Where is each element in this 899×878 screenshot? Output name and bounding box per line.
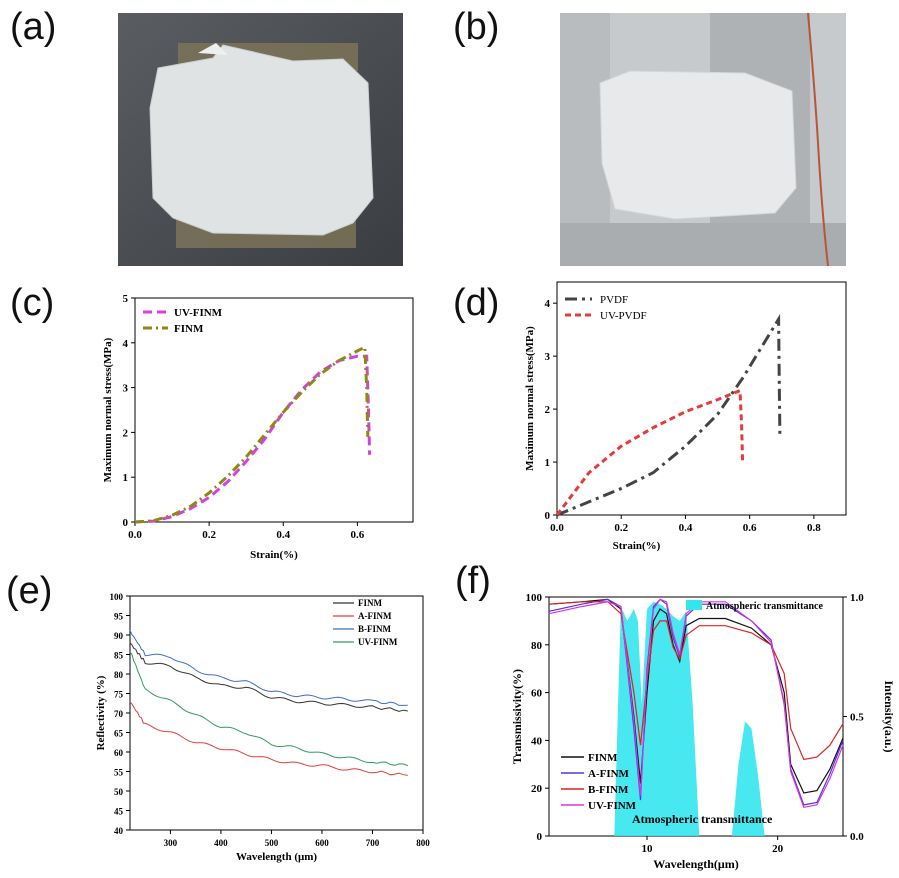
series-line-finm: [134, 344, 370, 524]
legend-label-b-finm: B-FINM: [588, 784, 629, 796]
x-tick-label-c: 0.2: [202, 529, 216, 541]
panel-label-e: (e): [6, 570, 53, 612]
y-tick-label-e: 100: [110, 592, 124, 602]
x-tick-label-c: 0.0: [128, 529, 142, 541]
panel-label-d: (d): [453, 282, 500, 324]
series-line-uv-pvdf: [555, 388, 745, 516]
x-tick-label-d: 0.8: [807, 522, 821, 534]
series-line-b-finm: [129, 630, 408, 706]
plot-frame-c: [134, 297, 414, 523]
series-line-pvdf: [556, 313, 782, 517]
y-tick-label-c: 0: [123, 517, 129, 529]
y-tick-label-e: 70: [114, 709, 124, 719]
y-tick-label-f: 60: [531, 688, 543, 700]
x-axis-label-c: Strain(%): [250, 549, 298, 561]
series-line-uv-finm: [548, 598, 844, 808]
atmospheric-transmittance-area: [614, 601, 765, 836]
y-tick-label-c: 5: [123, 293, 129, 305]
y-axis-label-d: Maximum normal stress(MPa): [524, 326, 536, 471]
x-tick-label-e: 400: [214, 838, 228, 848]
panel-label-a: (a): [10, 6, 57, 48]
legend-label-finm: FINM: [358, 598, 382, 608]
y-tick-label-e: 85: [114, 651, 124, 661]
legend-label-uv-finm: UV-FINM: [358, 637, 398, 647]
y-tick-label-e: 80: [114, 670, 124, 680]
x-tick-label-e: 600: [315, 838, 329, 848]
legend-label-a-finm: A-FINM: [358, 611, 392, 621]
y-tick-label-f: 100: [526, 592, 543, 604]
series-line-a-finm: [129, 701, 408, 776]
y-tick-label-e: 55: [114, 768, 124, 778]
atmospheric-transmittance-annotation: Atmospheric transmittance: [632, 812, 773, 826]
y-tick-label-f: 40: [531, 735, 543, 747]
y-tick-label-c: 1: [123, 472, 129, 484]
x-tick-label-d: 0.4: [679, 522, 693, 534]
y-tick-label-e: 65: [114, 729, 124, 739]
legend-label-uv-finm: UV-FINM: [174, 307, 223, 319]
x-tick-label-c: 0.4: [276, 529, 290, 541]
x-tick-label-f: 20: [772, 843, 784, 855]
y-tick-label-d: 2: [545, 404, 551, 416]
y-tick-label-e: 95: [114, 612, 124, 622]
y-tick-label-c: 4: [123, 338, 129, 350]
y-axis-label-e: Reflectivity (%): [95, 675, 107, 750]
y-axis-label-f: Transmissivity(%): [510, 669, 524, 764]
x-tick-label-d: 0.6: [743, 522, 757, 534]
series-line-uv-finm: [129, 651, 408, 767]
legend-label-b-finm: B-FINM: [358, 624, 391, 634]
y-tick-label-e: 40: [114, 826, 124, 836]
y-tick-label-c: 3: [123, 383, 129, 395]
y-tick-label-d: 4: [545, 298, 551, 310]
y-tick-label-d: 0: [545, 510, 551, 522]
photo-finm-membrane-dark: [118, 13, 403, 266]
y-tick-label-d: 1: [545, 457, 551, 469]
y-tick-label-e: 75: [114, 690, 124, 700]
y-tick-label-c: 2: [123, 427, 129, 439]
y-tick-label-e: 60: [114, 748, 124, 758]
panel-label-b: (b): [453, 6, 500, 48]
series-line-b-finm: [548, 601, 844, 761]
series-line-finm: [129, 642, 408, 712]
y-tick-label-e: 50: [114, 787, 124, 797]
x-tick-label-e: 800: [416, 838, 430, 848]
x-tick-label-d: 0.0: [550, 522, 564, 534]
legend-swatch-atmospheric: [686, 600, 702, 610]
x-axis-label-f: Wavelength(μm): [653, 857, 738, 871]
y2-tick-label-f: 1.0: [850, 592, 864, 604]
x-tick-label-c: 0.6: [351, 529, 365, 541]
legend-label-a-finm: A-FINM: [588, 768, 630, 780]
y2-tick-label-f: 0.0: [850, 831, 864, 843]
legend-label-pvdf: PVDF: [600, 294, 628, 306]
y-tick-label-f: 80: [531, 640, 543, 652]
y2-axis-label-f: Intensity(a.u.): [882, 680, 896, 752]
x-tick-label-e: 700: [366, 838, 380, 848]
y-tick-label-f: 0: [537, 831, 543, 843]
y-tick-label-d: 3: [545, 351, 551, 363]
y-tick-label-e: 45: [114, 807, 124, 817]
y-tick-label-f: 20: [531, 783, 543, 795]
series-line-uv-finm: [134, 354, 372, 524]
legend-label-atmospheric: Atmospheric transmittance: [706, 601, 823, 612]
legend-label-finm: FINM: [174, 323, 204, 335]
x-tick-label-e: 300: [164, 838, 178, 848]
x-axis-label-d: Strain(%): [613, 540, 661, 552]
x-tick-label-e: 500: [265, 838, 279, 848]
panel-label-c: (c): [10, 282, 55, 324]
x-tick-label-d: 0.2: [614, 522, 628, 534]
legend-label-finm: FINM: [588, 752, 618, 764]
x-tick-label-f: 10: [642, 843, 654, 855]
photo-uv-finm-membrane-light: [560, 13, 846, 266]
x-axis-label-e: Wavelength (μm): [236, 851, 317, 863]
plot-frame-d: [556, 281, 847, 516]
panel-label-f: (f): [455, 560, 491, 602]
legend-label-uv-pvdf: UV-PVDF: [600, 310, 647, 322]
legend-label-uv-finm: UV-FINM: [588, 800, 637, 812]
y-tick-label-e: 90: [114, 631, 124, 641]
y-axis-label-c: Maximum normal stress(MPa): [102, 337, 114, 482]
y2-tick-label-f: 0.5: [850, 712, 864, 724]
